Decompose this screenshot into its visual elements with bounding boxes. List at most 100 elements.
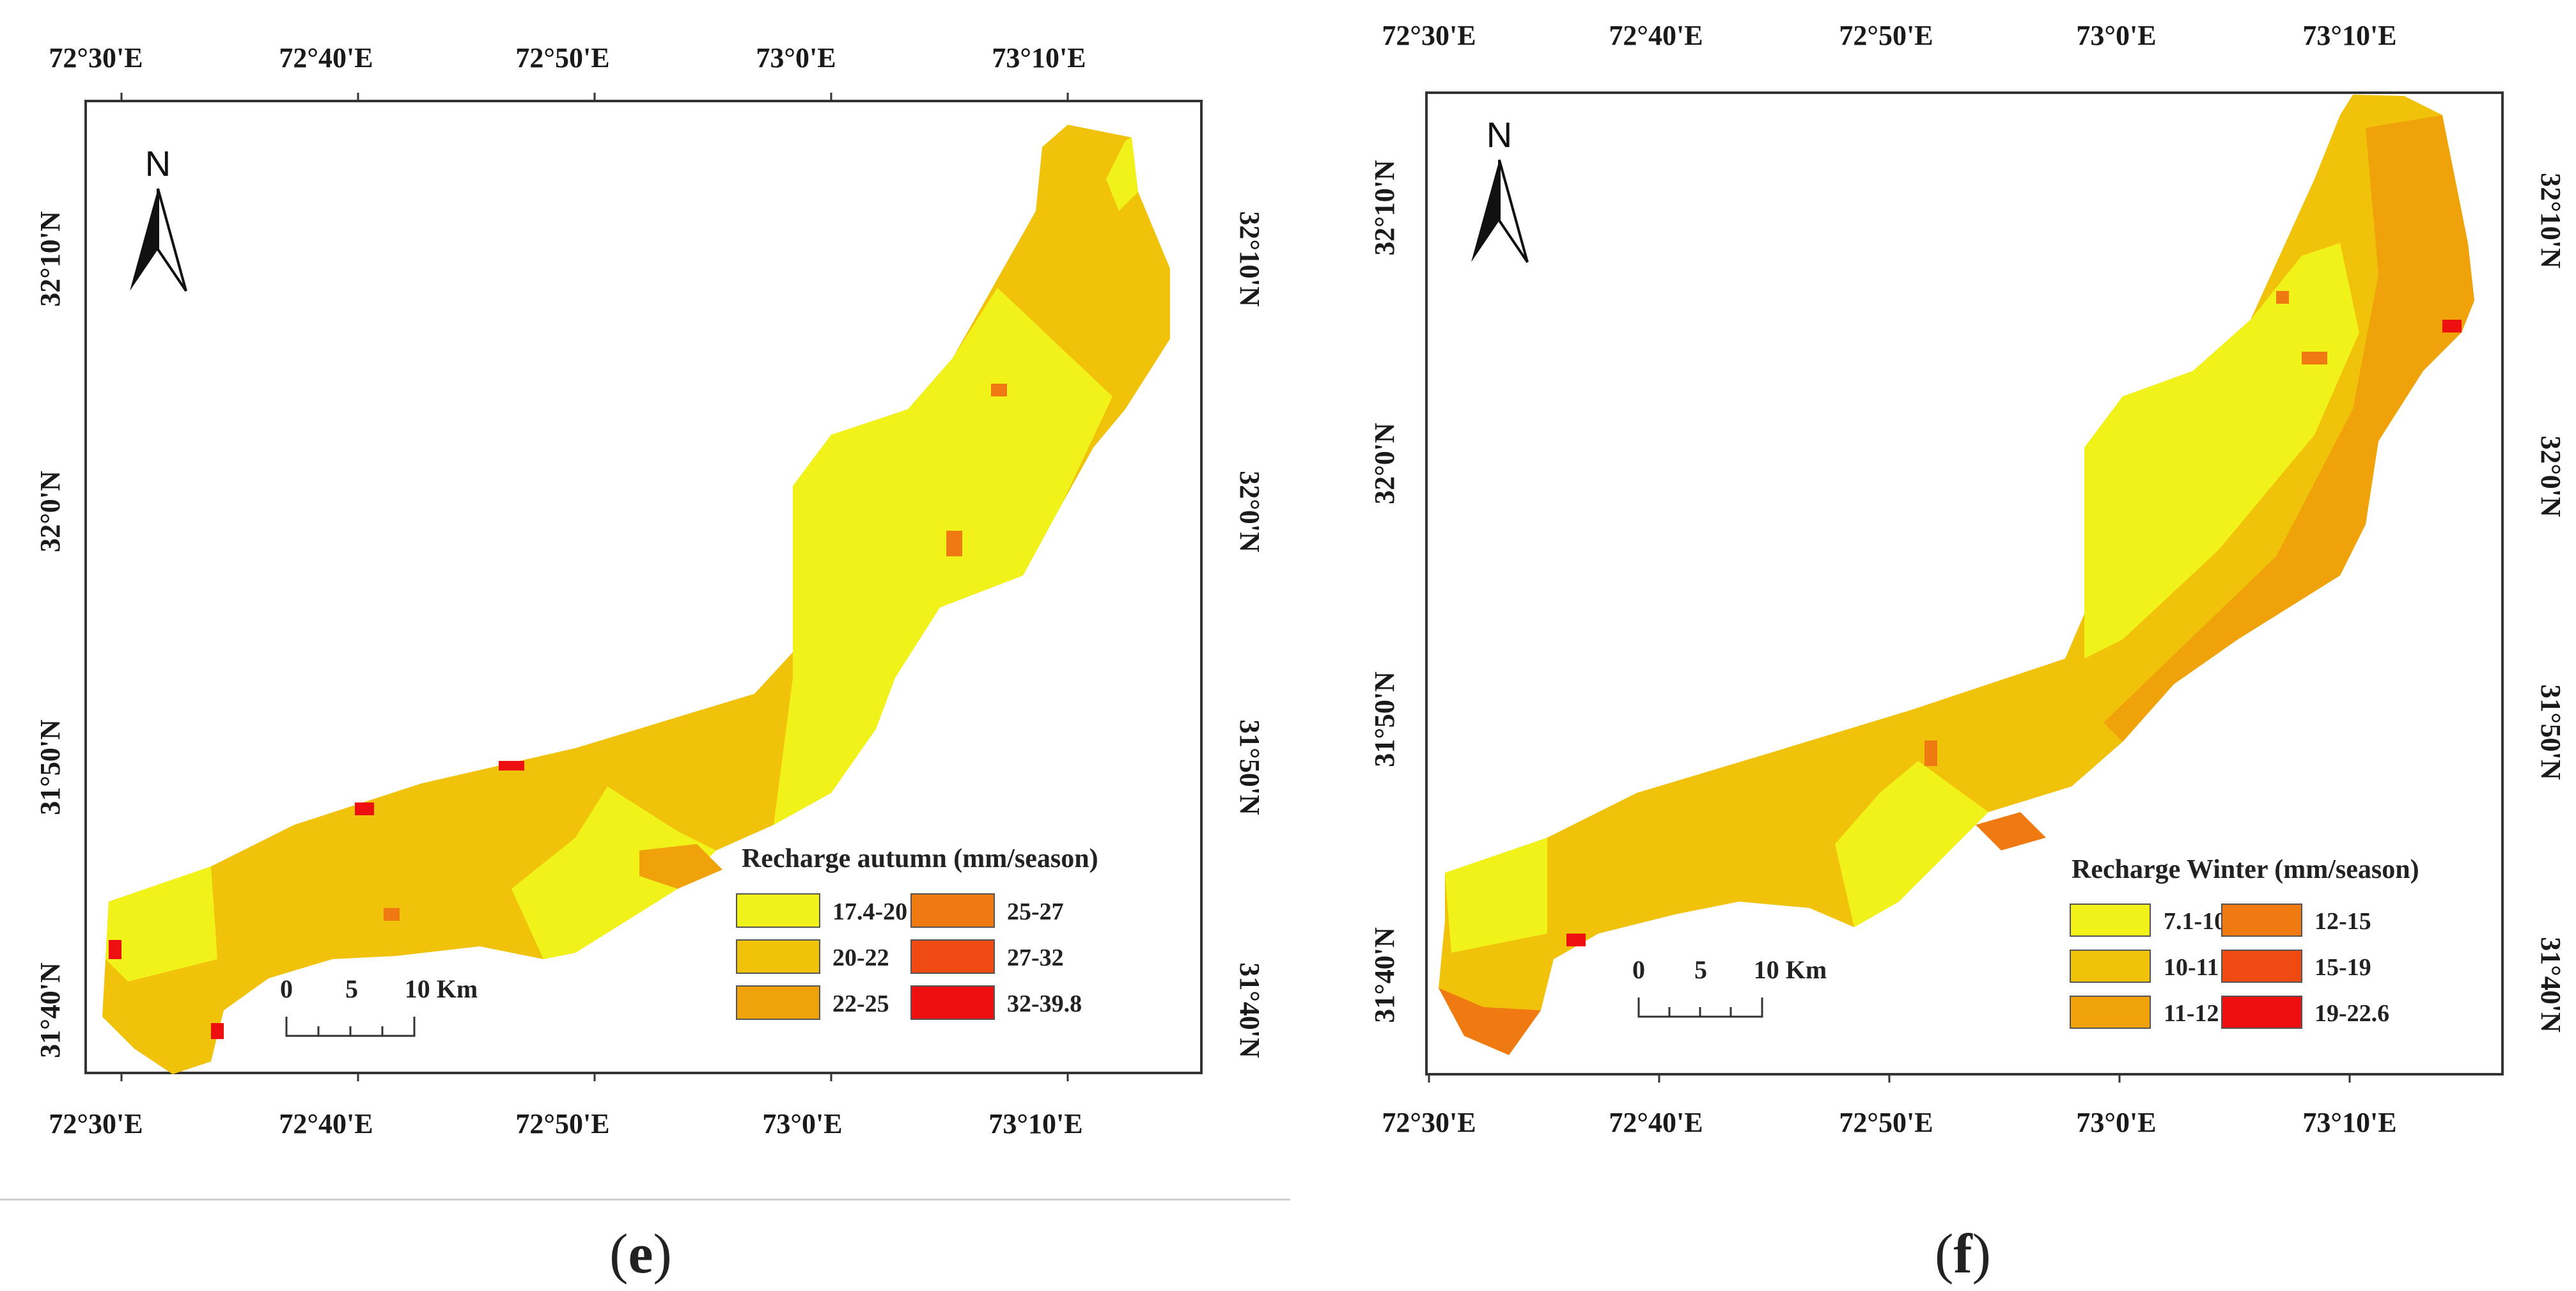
legend-label: 32-39.8 xyxy=(1007,990,1082,1017)
x-tick-label: 72°50'E xyxy=(1839,1107,1933,1138)
hotspot-red xyxy=(2276,291,2289,304)
scale-label: 10 Km xyxy=(405,974,478,1003)
legend-label: 11-12 xyxy=(2164,1000,2219,1027)
legend-f: Recharge Winter (mm/season) 7.1-10 10-11… xyxy=(2070,855,2419,1029)
scale-label: 10 Km xyxy=(1754,955,1827,984)
legend-label: 25-27 xyxy=(1007,898,1064,925)
y-tick-label: 32°0'N xyxy=(1234,471,1265,552)
x-tick-label: 73°0'E xyxy=(756,42,836,74)
x-axis-bottom-e: 72°30'E 72°40'E 72°50'E 73°0'E 73°10'E xyxy=(49,1073,1083,1139)
legend-item: 12-15 xyxy=(2221,904,2371,937)
y-tick-label: 31°40'N xyxy=(1234,962,1265,1058)
zone-yellow xyxy=(1106,137,1138,211)
x-tick-label: 72°30'E xyxy=(49,42,143,74)
y-axis-right-e: 32°10'N 32°0'N 31°50'N 31°40'N xyxy=(1234,211,1265,1058)
legend-item: 27-32 xyxy=(910,939,1064,974)
legend-item: 7.1-10 xyxy=(2070,904,2226,937)
x-tick-label: 73°10'E xyxy=(988,1108,1082,1139)
legend-item: 20-22 xyxy=(736,939,889,974)
y-tick-label: 32°10'N xyxy=(1234,211,1265,307)
legend-title: Recharge autumn (mm/season) xyxy=(742,844,1098,873)
legend-label: 20-22 xyxy=(832,944,889,971)
legend-e: Recharge autumn (mm/season) 17.4-20 20-2… xyxy=(736,844,1098,1020)
zone-orange xyxy=(1976,812,2046,850)
x-axis-bottom-f: 72°30'E 72°40'E 72°50'E 73°0'E 73°10'E xyxy=(1382,1074,2397,1138)
x-axis-top-e: 72°30'E 72°40'E 72°50'E 73°0'E 73°10'E xyxy=(49,42,1086,101)
zone-orange xyxy=(1439,988,1541,1055)
y-tick-label: 32°10'N xyxy=(1369,160,1400,256)
scale-label: 0 xyxy=(1632,955,1645,984)
scale-label: 5 xyxy=(1694,955,1707,984)
y-tick-label: 31°50'N xyxy=(2535,684,2566,780)
zone-orange xyxy=(2104,115,2474,742)
scale-bar-f: 0 5 10 Km xyxy=(1632,955,1827,1018)
north-arrow-icon xyxy=(130,189,158,291)
x-tick-label: 72°40'E xyxy=(1609,20,1703,51)
x-tick-label: 72°30'E xyxy=(1382,20,1476,51)
zone-yellow xyxy=(1835,761,1988,927)
recharge-map-e xyxy=(102,125,1170,1074)
zone-yellow xyxy=(2084,243,2359,659)
legend-item: 19-22.6 xyxy=(2221,996,2389,1029)
panel-f: 72°30'E 72°40'E 72°50'E 73°0'E 73°10'E 7… xyxy=(1369,20,2566,1285)
zone-yellow xyxy=(1445,838,1547,953)
legend-label: 17.4-20 xyxy=(832,898,907,925)
y-tick-label: 32°0'N xyxy=(35,471,66,552)
x-tick-label: 73°0'E xyxy=(2076,20,2156,51)
region-outline xyxy=(102,125,1170,1074)
hotspot-red xyxy=(499,761,524,771)
hotspot-red xyxy=(2302,352,2327,364)
x-tick-label: 72°50'E xyxy=(515,1108,609,1139)
legend-item: 10-11 xyxy=(2070,950,2219,983)
x-tick-label: 72°50'E xyxy=(515,42,609,74)
scale-bar-e: 0 5 10 Km xyxy=(280,974,478,1037)
north-arrow-icon xyxy=(1471,160,1499,262)
x-tick-label: 72°40'E xyxy=(279,42,373,74)
legend-title: Recharge Winter (mm/season) xyxy=(2072,855,2419,884)
legend-item: 17.4-20 xyxy=(736,893,907,928)
x-tick-label: 73°10'E xyxy=(992,42,1086,74)
zone-yellow xyxy=(511,786,716,959)
y-axis-right-f: 32°10'N 32°0'N 31°50'N 31°40'N xyxy=(2535,173,2566,1033)
legend-item: 25-27 xyxy=(910,893,1064,928)
y-axis-left-f: 32°10'N 32°0'N 31°50'N 31°40'N xyxy=(1369,160,1400,1023)
region-outline xyxy=(1439,95,2474,1055)
legend-label: 7.1-10 xyxy=(2164,908,2226,935)
x-tick-label: 73°10'E xyxy=(2302,1107,2396,1138)
legend-item: 32-39.8 xyxy=(910,985,1082,1020)
north-arrow-f: N xyxy=(1471,114,1529,263)
hotspot-red xyxy=(1924,740,1937,766)
scale-label: 0 xyxy=(280,974,293,1003)
hotspot-red xyxy=(384,908,400,921)
panel-e: 72°30'E 72°40'E 72°50'E 73°0'E 73°10'E 7… xyxy=(0,42,1290,1285)
legend-label: 15-19 xyxy=(2314,954,2371,981)
y-tick-label: 32°0'N xyxy=(2535,435,2566,517)
hotspot-red xyxy=(946,531,962,556)
x-tick-label: 72°50'E xyxy=(1839,20,1933,51)
y-tick-label: 32°0'N xyxy=(1369,423,1400,505)
legend-label: 12-15 xyxy=(2314,908,2371,935)
legend-label: 19-22.6 xyxy=(2314,1000,2389,1027)
y-tick-label: 31°50'N xyxy=(1369,671,1400,767)
north-label: N xyxy=(1487,114,1512,155)
legend-item: 11-12 xyxy=(2070,996,2219,1029)
x-tick-label: 72°40'E xyxy=(279,1108,373,1139)
y-tick-label: 31°50'N xyxy=(35,719,66,815)
legend-label: 10-11 xyxy=(2164,954,2219,981)
legend-item: 22-25 xyxy=(736,985,889,1020)
y-tick-label: 31°40'N xyxy=(1369,927,1400,1023)
x-tick-label: 72°30'E xyxy=(49,1108,143,1139)
panel-label-f: (f) xyxy=(1935,1223,1991,1285)
y-tick-label: 31°40'N xyxy=(35,962,66,1058)
zone-orange xyxy=(639,844,722,889)
x-tick-label: 73°0'E xyxy=(762,1108,842,1139)
zone-yellow xyxy=(105,866,217,982)
scale-label: 5 xyxy=(345,974,358,1003)
x-axis-top-f: 72°30'E 72°40'E 72°50'E 73°0'E 73°10'E xyxy=(1382,20,2396,51)
north-label: N xyxy=(145,143,171,184)
hotspot-red xyxy=(1566,934,1586,946)
y-tick-label: 31°40'N xyxy=(2535,937,2566,1033)
y-tick-label: 31°50'N xyxy=(1234,719,1265,815)
hotspot-red xyxy=(355,802,374,815)
